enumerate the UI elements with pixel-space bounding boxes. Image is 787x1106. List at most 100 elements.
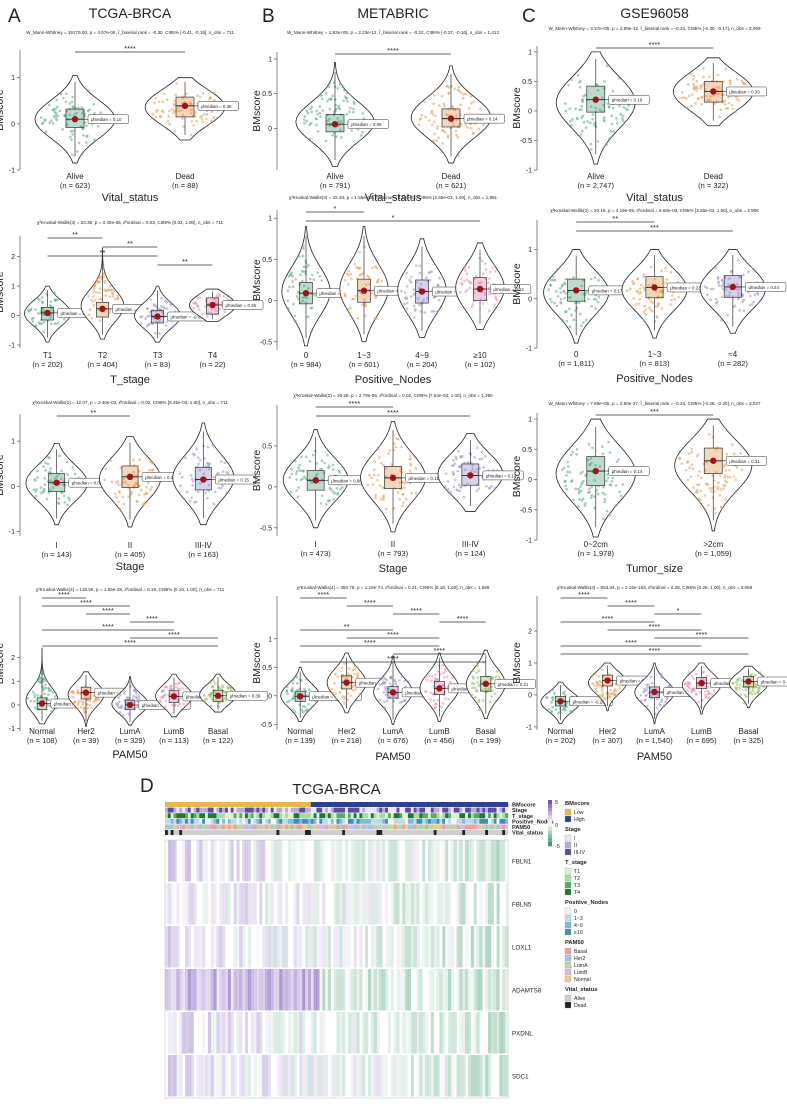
heat-cell xyxy=(462,1012,466,1054)
data-point xyxy=(457,449,460,453)
annotation-cell xyxy=(465,807,469,813)
heat-cell xyxy=(187,883,191,925)
annotation-cell xyxy=(393,813,397,819)
data-point xyxy=(347,273,351,277)
data-point xyxy=(174,93,178,97)
mean-dot-3 xyxy=(209,301,216,309)
heat-cell xyxy=(210,883,214,925)
annotation-cell xyxy=(490,818,494,824)
median-label-0: μ̂median = 0.19 xyxy=(612,98,643,103)
annotation-cell xyxy=(265,813,269,819)
heat-cell xyxy=(313,926,317,968)
annotation-cell xyxy=(436,813,440,819)
data-point xyxy=(361,272,365,275)
annotation-cell xyxy=(405,802,409,807)
annotation-cell xyxy=(370,813,374,819)
heat-cell xyxy=(479,926,483,968)
heat-cell xyxy=(325,926,329,968)
annotation-cell xyxy=(276,830,280,835)
annotation-cell xyxy=(325,824,329,830)
heat-cell xyxy=(185,969,189,1011)
median-label-0: μ̂median = 0.06 xyxy=(54,702,85,707)
data-point xyxy=(326,499,330,503)
data-point xyxy=(466,126,469,129)
heat-cell xyxy=(190,1012,194,1054)
data-point xyxy=(430,270,434,273)
data-point xyxy=(43,461,47,465)
heat-cell xyxy=(447,1055,452,1097)
data-point xyxy=(590,493,594,497)
data-point xyxy=(717,92,721,96)
data-point xyxy=(80,111,84,115)
heat-cell xyxy=(487,969,492,1011)
annotation-cell xyxy=(379,813,383,819)
heat-cell xyxy=(165,926,169,968)
data-point xyxy=(577,301,581,305)
data-point xyxy=(54,111,58,115)
data-point xyxy=(126,483,130,487)
data-point xyxy=(76,688,80,692)
annotation-cell xyxy=(293,813,297,819)
y-tick-label: 1 xyxy=(528,49,532,56)
data-point xyxy=(619,112,622,116)
annotation-cell xyxy=(353,824,357,830)
data-point xyxy=(354,294,358,298)
annotation-cell xyxy=(433,813,437,819)
annotation-cell xyxy=(202,824,206,830)
heat-cell xyxy=(456,969,460,1011)
data-point xyxy=(598,465,602,468)
heat-cell xyxy=(225,883,229,925)
data-point xyxy=(36,312,40,315)
heat-cell xyxy=(239,1055,243,1097)
heat-cell xyxy=(370,883,374,925)
data-point xyxy=(477,127,481,131)
heat-cell xyxy=(416,1055,420,1097)
heat-cell xyxy=(285,926,289,968)
annotation-cell xyxy=(382,802,386,807)
heat-cell xyxy=(227,969,231,1011)
heat-cell xyxy=(207,969,211,1011)
data-point xyxy=(62,494,66,498)
data-point xyxy=(294,459,297,463)
data-point xyxy=(569,296,572,299)
data-point xyxy=(475,689,479,692)
panel-letter-b: B xyxy=(262,6,275,27)
data-point xyxy=(85,135,88,138)
data-point xyxy=(756,292,760,296)
annotation-cell xyxy=(262,802,266,807)
data-point xyxy=(49,479,53,483)
data-point xyxy=(493,692,497,696)
heat-cell xyxy=(199,840,203,882)
annotation-cell xyxy=(365,807,369,813)
data-point xyxy=(130,490,134,494)
annotation-cell xyxy=(222,813,226,819)
data-point xyxy=(664,317,668,321)
annotation-cell xyxy=(262,824,266,830)
significance-label-2: ** xyxy=(100,248,106,257)
annotation-cell xyxy=(385,807,389,813)
annotation-cell xyxy=(193,824,197,830)
data-point xyxy=(732,452,736,456)
heat-cell xyxy=(479,883,483,925)
data-point xyxy=(451,458,455,462)
y-tick-label: 0.5 xyxy=(262,91,272,98)
data-point xyxy=(594,463,598,467)
heat-cell xyxy=(185,926,189,968)
annotation-cell xyxy=(367,813,371,819)
annotation-cell xyxy=(439,802,443,807)
heat-cell xyxy=(319,926,323,968)
annotation-cell xyxy=(402,807,406,813)
annotation-cell xyxy=(279,818,283,824)
heat-cell xyxy=(296,926,300,968)
annotation-cell xyxy=(365,818,369,824)
data-point xyxy=(649,675,653,679)
legend-item-label: 4~9 xyxy=(574,923,583,929)
annotation-cell xyxy=(316,802,320,807)
chart-b3: χ²Kruskal-Wallis(2) = 25.58, p = 2.79e-0… xyxy=(251,393,524,575)
annotation-cell xyxy=(467,807,472,813)
x-tick-label-0: I xyxy=(56,541,58,550)
annotation-cell xyxy=(396,807,400,813)
data-point xyxy=(710,692,714,696)
annotation-cell xyxy=(490,813,494,819)
data-point xyxy=(290,688,294,692)
